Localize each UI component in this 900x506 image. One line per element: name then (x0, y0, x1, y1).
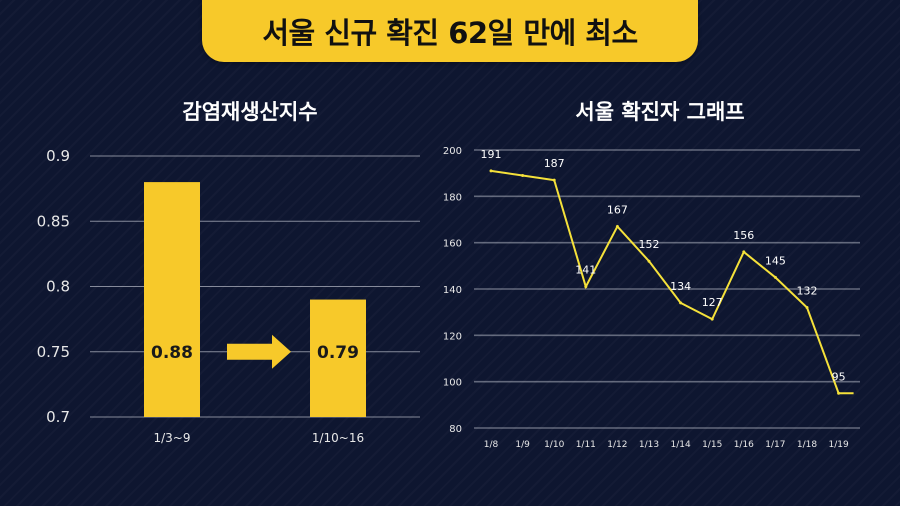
line-x-tick-label: 1/10 (544, 440, 564, 450)
line-y-tick-label: 120 (443, 331, 462, 342)
line-x-tick-label: 1/12 (607, 440, 627, 450)
headline-banner: 서울 신규 확진 62일 만에 최소 (202, 0, 698, 62)
line-point (710, 317, 714, 321)
line-point (647, 259, 651, 263)
line-data-label: 167 (607, 203, 628, 216)
line-x-tick-label: 1/15 (702, 440, 722, 450)
line-x-tick-label: 1/19 (828, 440, 848, 450)
line-data-label: 134 (670, 280, 691, 293)
line-x-tick-label: 1/18 (797, 440, 817, 450)
line-data-label: 141 (575, 264, 596, 277)
line-point (837, 391, 841, 395)
line-x-tick-label: 1/17 (765, 440, 785, 450)
line-data-label: 127 (702, 296, 723, 309)
headline-text: 서울 신규 확진 62일 만에 최소 (262, 16, 638, 50)
line-data-label: 187 (544, 157, 565, 170)
bar-category-label: 1/10~16 (312, 431, 364, 445)
line-x-tick-label: 1/13 (639, 440, 659, 450)
bar-1 (144, 182, 200, 417)
line-data-label: 145 (765, 254, 786, 267)
line-y-tick-label: 200 (443, 146, 462, 157)
line-x-tick-label: 1/16 (734, 440, 754, 450)
bar-chart-title: 감염재생산지수 (182, 100, 318, 124)
line-point (742, 250, 746, 254)
line-point (679, 301, 683, 305)
line-data-label: 156 (733, 229, 754, 242)
line-y-tick-label: 100 (443, 378, 462, 389)
bar-y-tick-label: 0.8 (46, 278, 70, 296)
line-data-label: 152 (639, 238, 660, 251)
line-data-label: 132 (797, 285, 818, 298)
line-point (615, 224, 619, 228)
line-y-tick-label: 140 (443, 285, 462, 296)
line-chart-title: 서울 확진자 그래프 (575, 100, 745, 124)
line-x-tick-label: 1/8 (484, 440, 499, 450)
line-y-tick-label: 80 (449, 424, 462, 435)
arrow-right-icon (227, 334, 291, 369)
line-x-tick-label: 1/14 (670, 440, 690, 450)
bar-y-tick-label: 0.9 (46, 147, 70, 165)
bar-value-label: 0.79 (317, 343, 359, 363)
line-x-tick-label: 1/9 (515, 440, 530, 450)
line-y-tick-label: 160 (443, 239, 462, 250)
bar-y-tick-label: 0.7 (46, 408, 70, 426)
line-y-tick-label: 180 (443, 192, 462, 203)
line-point (584, 285, 588, 289)
bar-y-tick-label: 0.75 (37, 343, 70, 361)
bar-category-label: 1/3~9 (153, 431, 190, 445)
line-x-tick-label: 1/11 (576, 440, 596, 450)
line-point (521, 173, 525, 177)
line-point (805, 306, 809, 310)
line-data-label: 95 (832, 370, 846, 383)
line-data-label: 191 (481, 148, 502, 161)
bar-y-tick-label: 0.85 (37, 212, 70, 230)
line-point (489, 169, 493, 173)
line-point (773, 275, 777, 279)
line-point (552, 178, 556, 182)
bar-2 (310, 299, 366, 417)
bar-value-label: 0.88 (151, 343, 193, 363)
